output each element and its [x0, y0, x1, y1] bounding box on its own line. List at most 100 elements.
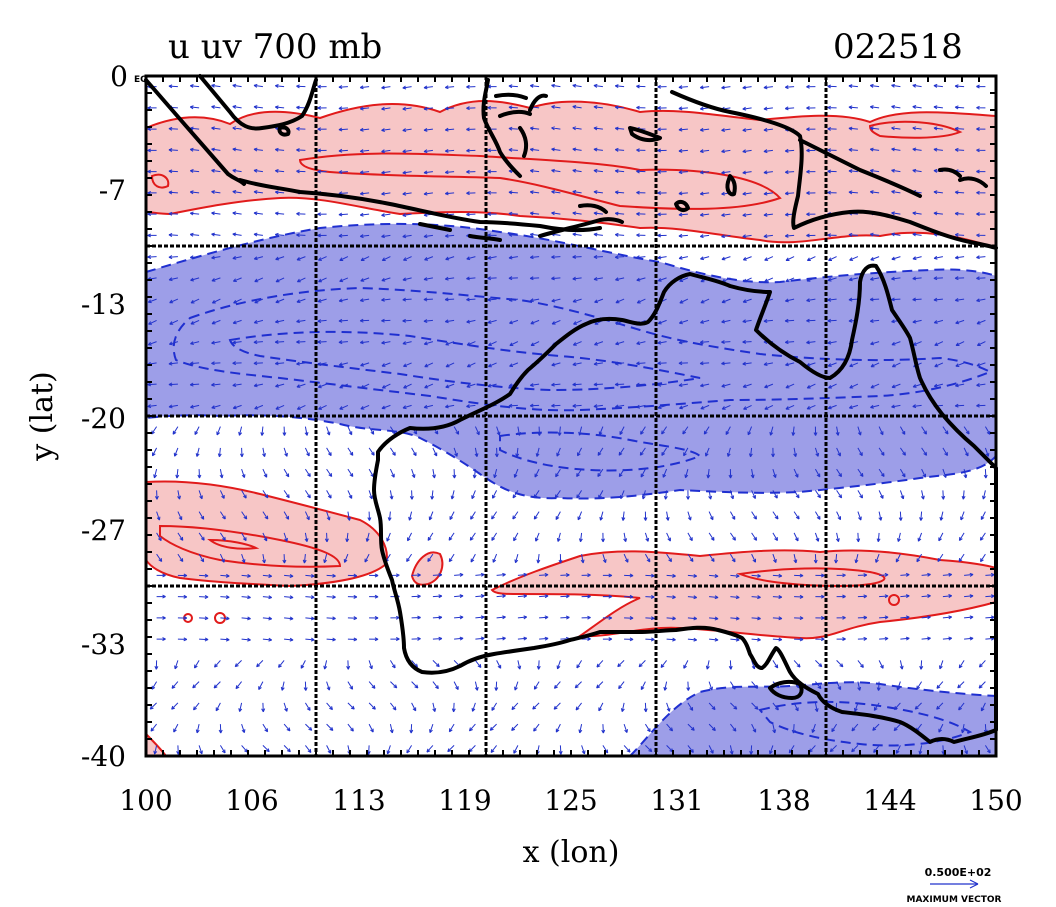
wind-vector-arrow	[976, 212, 986, 217]
wind-vector-arrow	[917, 532, 923, 542]
wind-vector-arrow	[381, 404, 391, 410]
wind-vector-arrow	[466, 212, 476, 217]
wind-vector-arrow	[338, 233, 348, 238]
wind-vector-arrow	[217, 447, 222, 458]
wind-vector-arrow	[466, 256, 476, 261]
wind-vector-arrow	[933, 276, 943, 281]
wind-vector-arrow	[338, 170, 348, 174]
wind-vector-arrow	[232, 211, 242, 216]
wind-vector-arrow	[280, 681, 285, 691]
wind-vector-arrow	[657, 233, 667, 238]
wind-vector-arrow	[749, 745, 754, 755]
wind-vector-arrow	[283, 511, 290, 520]
wind-vector-arrow	[487, 383, 497, 388]
wind-vector-arrow	[253, 340, 263, 345]
wind-vector-arrow	[980, 702, 986, 712]
wind-vector-arrow	[961, 723, 965, 734]
wind-vector-arrow	[921, 572, 931, 577]
wind-vector-arrow	[678, 191, 688, 196]
inner-contour-west	[159, 524, 342, 568]
wind-vector-arrow	[275, 383, 285, 388]
wind-vector-arrow	[551, 382, 561, 387]
wind-vector-arrow	[262, 490, 269, 499]
wind-vector-arrow	[912, 211, 922, 216]
wind-vector-arrow	[827, 148, 837, 153]
wind-vector-arrow	[539, 636, 549, 641]
wind-vector-arrow	[389, 490, 394, 500]
wind-vector-arrow	[390, 702, 397, 711]
wind-vector-arrow	[641, 490, 646, 500]
wind-vector-arrow	[912, 147, 922, 152]
wind-vector-arrow	[869, 190, 880, 195]
wind-vector-arrow	[742, 383, 752, 388]
wind-vector-arrow	[359, 340, 370, 345]
wind-vector-arrow	[402, 213, 412, 217]
wind-vector-arrow	[976, 341, 986, 346]
wind-vector-arrow	[933, 297, 943, 302]
wind-vector-arrow	[577, 511, 583, 521]
wind-vector-arrow	[643, 511, 648, 521]
x-tick-label: 138	[757, 784, 810, 817]
wind-vector-arrow	[232, 83, 242, 88]
wind-vector-arrow	[640, 426, 646, 435]
wind-vector-arrow	[572, 83, 582, 88]
wind-vector-arrow	[827, 190, 837, 195]
coastline-islands-7	[528, 93, 548, 112]
wind-vector-arrow	[529, 211, 540, 216]
wind-vector-arrow	[368, 681, 376, 689]
wind-vector-arrow	[432, 469, 436, 479]
wind-vector-arrow	[551, 255, 561, 259]
wind-vector-arrow	[150, 723, 157, 732]
wind-vector-arrow	[848, 232, 858, 237]
wind-vector-arrow	[189, 169, 200, 173]
wind-vector-arrow	[508, 147, 518, 152]
wind-vector-arrow	[643, 702, 648, 713]
wind-vector-arrow	[686, 681, 691, 691]
wind-vector-arrow	[556, 447, 561, 457]
wind-vector-arrow	[365, 532, 370, 542]
wind-vector-arrow	[954, 297, 965, 302]
wind-vector-arrow	[942, 447, 948, 457]
wind-vector-arrow	[411, 468, 416, 479]
wind-vector-arrow	[305, 723, 313, 731]
wind-vector-arrow	[359, 170, 370, 175]
wind-vector-arrow	[916, 681, 923, 690]
wind-vector-arrow	[771, 447, 775, 458]
wind-vector-arrow	[173, 723, 179, 733]
wind-vector-arrow	[215, 702, 221, 712]
wind-vector-arrow	[848, 84, 858, 89]
wind-vector-arrow	[177, 594, 188, 599]
wind-vector-arrow	[278, 660, 285, 668]
wind-vector-arrow	[700, 319, 710, 324]
wind-vector-arrow	[432, 573, 443, 577]
wind-vector-arrow	[283, 745, 291, 753]
wind-vector-arrow	[411, 594, 421, 599]
wind-vector-arrow	[785, 277, 795, 283]
wind-vector-arrow	[772, 616, 783, 621]
wind-vector-arrow	[784, 318, 795, 323]
wind-vector-arrow	[423, 277, 433, 281]
wind-vector-arrow	[793, 468, 799, 478]
wind-vector-arrow	[368, 723, 374, 733]
wind-vector-arrow	[423, 297, 433, 302]
x-tick-label: 106	[225, 784, 278, 817]
wind-vector-arrow	[175, 469, 180, 479]
wind-vector-arrow	[678, 361, 688, 366]
wind-vector-arrow	[381, 318, 391, 323]
wind-vector-arrow	[151, 681, 158, 690]
wind-vector-arrow	[529, 403, 540, 408]
wind-vector-arrow	[262, 447, 266, 457]
wind-vector-arrow	[423, 149, 433, 154]
wind-vector-arrow	[411, 636, 421, 641]
wind-vector-arrow	[857, 468, 864, 478]
wind-vector-arrow	[785, 383, 795, 389]
wind-vector-arrow	[663, 490, 668, 500]
wind-vector-arrow	[296, 84, 306, 89]
wind-vector-arrow	[857, 594, 868, 599]
wind-vector-arrow	[283, 532, 288, 542]
wind-vector-arrow	[857, 490, 863, 499]
wind-vector-arrow	[156, 573, 166, 578]
wind-vector-arrow	[976, 233, 986, 238]
wind-vector-arrow	[721, 361, 731, 366]
wind-vector-arrow	[389, 468, 395, 478]
